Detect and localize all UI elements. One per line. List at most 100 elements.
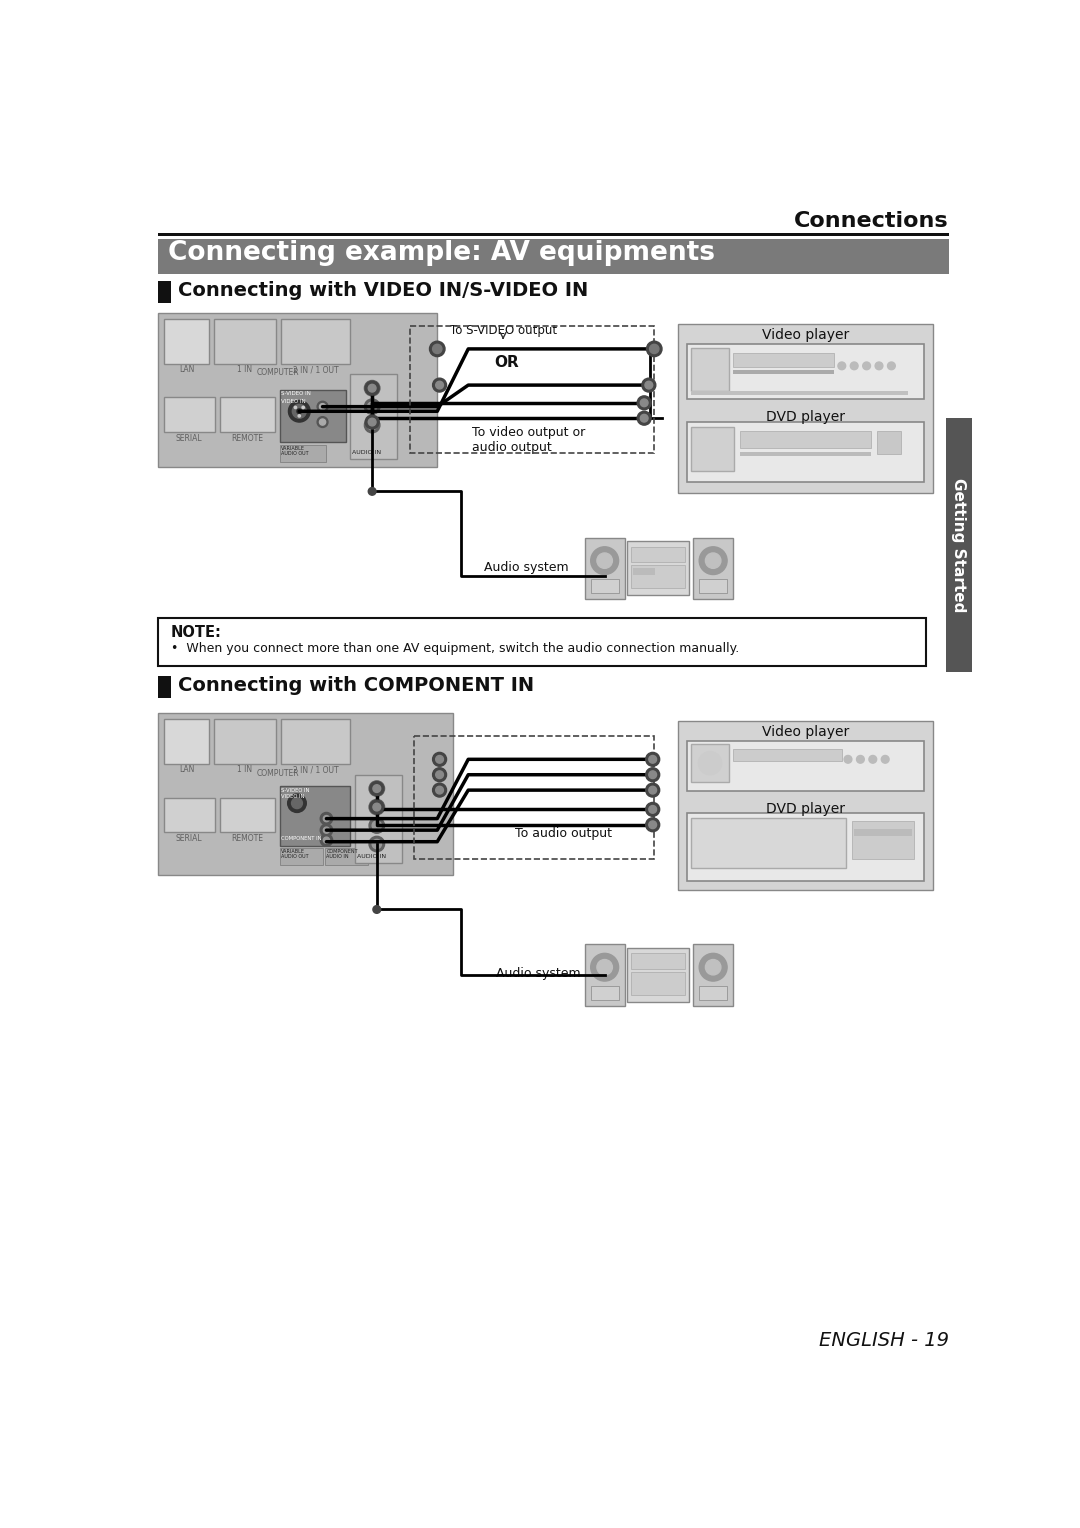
Bar [220,397,274,432]
Bar [414,736,654,859]
Bar [159,619,926,666]
Circle shape [433,784,446,798]
Bar [733,370,834,373]
Text: Connecting with COMPONENT IN: Connecting with COMPONENT IN [177,677,534,695]
Circle shape [373,821,381,830]
Bar [699,579,727,593]
Bar [631,953,685,969]
Circle shape [320,419,326,425]
Bar [159,238,948,274]
Bar [691,744,729,782]
Circle shape [367,402,377,411]
Circle shape [369,799,384,814]
Bar [280,787,350,847]
Circle shape [368,419,376,426]
Circle shape [364,380,380,396]
Circle shape [863,362,870,370]
Text: ENGLISH - 19: ENGLISH - 19 [819,1331,948,1349]
Circle shape [367,384,377,393]
Bar [159,677,171,698]
Text: S-VIDEO IN: S-VIDEO IN [282,788,310,793]
Circle shape [640,399,648,406]
Bar [631,972,685,995]
Circle shape [646,767,660,782]
Circle shape [435,770,444,779]
Circle shape [705,960,721,975]
Circle shape [297,410,301,414]
Text: VARIABLE: VARIABLE [281,848,305,854]
Circle shape [369,817,384,833]
Text: OR: OR [495,354,519,370]
Circle shape [642,377,656,393]
Text: AUDIO IN: AUDIO IN [326,854,349,859]
Circle shape [433,752,446,766]
Bar [280,390,346,442]
Circle shape [597,960,612,975]
Circle shape [435,382,444,390]
Text: SERIAL: SERIAL [176,434,203,443]
Text: Connecting example: AV equipments: Connecting example: AV equipments [167,240,715,266]
Bar [281,720,350,764]
Text: Connections: Connections [794,211,948,231]
Circle shape [646,752,660,766]
Bar [946,419,972,672]
Circle shape [288,400,310,422]
Text: 1 IN: 1 IN [238,365,253,374]
Circle shape [433,377,446,393]
Text: •  When you connect more than one AV equipment, switch the audio connection manu: • When you connect more than one AV equi… [171,642,739,654]
Circle shape [373,839,381,848]
Text: COMPUTER: COMPUTER [257,769,299,778]
Text: VIDEO IN: VIDEO IN [282,399,307,403]
Circle shape [373,785,380,793]
Circle shape [647,341,662,356]
Bar [164,397,215,432]
Bar [691,391,908,396]
Bar [627,541,689,596]
Circle shape [838,362,846,370]
Bar [691,817,847,868]
Text: COMPUTER: COMPUTER [257,368,299,377]
Text: DVD player: DVD player [766,410,845,423]
Text: To video output or
audio output: To video output or audio output [472,426,585,454]
Text: VARIABLE: VARIABLE [281,446,305,451]
Circle shape [433,344,442,353]
Bar [699,986,727,999]
Circle shape [845,755,852,762]
Text: 2 IN / 1 OUT: 2 IN / 1 OUT [293,365,338,374]
Circle shape [645,382,652,390]
Circle shape [298,414,300,417]
Circle shape [368,385,376,393]
Text: REMOTE: REMOTE [231,834,264,843]
Bar [687,422,924,483]
Text: COMPONENT IN: COMPONENT IN [282,836,322,840]
Bar [740,452,872,455]
Circle shape [640,414,648,422]
Text: REMOTE: REMOTE [231,434,264,443]
Text: DVD player: DVD player [766,802,845,816]
Circle shape [321,813,333,825]
Circle shape [287,795,307,813]
Bar [584,944,625,1005]
Text: LAN: LAN [179,766,194,775]
Bar [214,720,276,764]
Bar [159,714,453,876]
Circle shape [368,487,376,495]
Text: AUDIO OUT: AUDIO OUT [281,854,308,859]
Circle shape [646,802,660,816]
Text: AUDIO IN: AUDIO IN [356,854,386,859]
Bar [627,947,689,1002]
Circle shape [364,417,380,432]
Circle shape [705,553,721,568]
Circle shape [323,837,329,843]
Circle shape [294,406,297,408]
Bar [591,986,619,999]
Circle shape [646,784,660,798]
Circle shape [869,755,877,762]
Circle shape [646,817,660,831]
Bar [633,568,656,575]
Circle shape [367,420,377,429]
Circle shape [369,781,384,796]
Text: NOTE:: NOTE: [171,625,221,640]
Circle shape [649,755,657,762]
Circle shape [649,821,657,828]
